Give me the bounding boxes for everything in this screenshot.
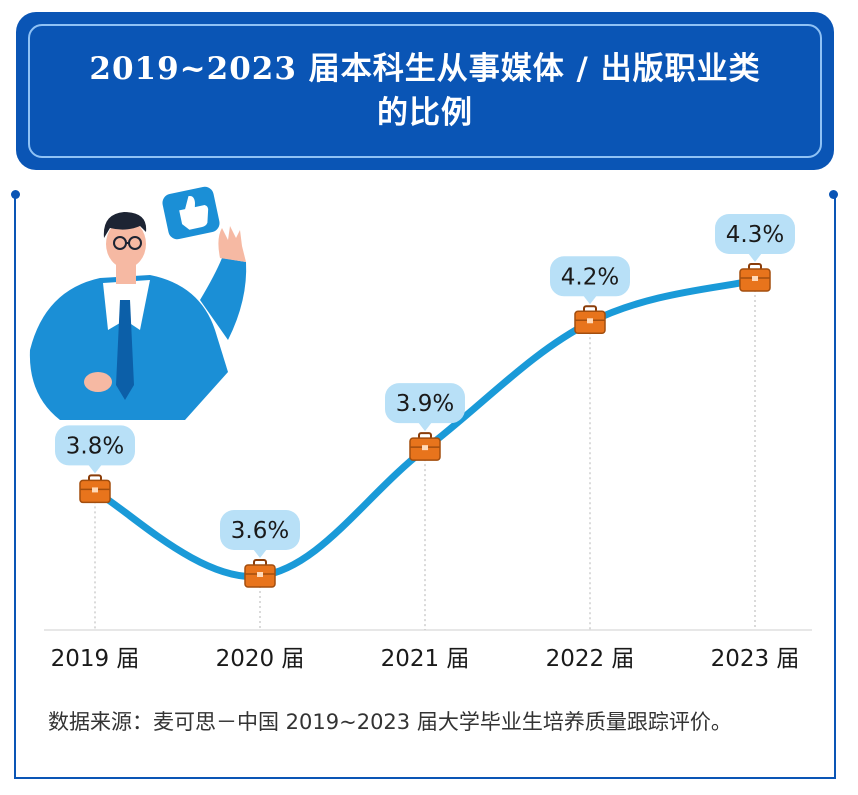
data-label-bubble [55,425,135,466]
data-markers [79,263,771,588]
data-label: 3.8% [66,433,124,459]
data-label: 3.9% [396,391,454,417]
chart-title-line2: 的比例 [377,95,473,131]
briefcase-icon [409,432,441,461]
x-tick-label: 2022 届 [546,646,635,672]
data-label-pointer [418,422,432,432]
data-label-bubble [385,383,465,424]
data-label: 3.6% [231,518,289,544]
thumbs-up-icon [162,186,220,240]
chart-title: 2019~2023 届本科生从事媒体 / 出版职业类 的比例 [75,47,775,135]
title-banner: 2019~2023 届本科生从事媒体 / 出版职业类 的比例 [16,12,834,170]
x-tick-label: 2021 届 [381,646,470,672]
x-tick-label: 2020 届 [216,646,305,672]
briefcase-icon [244,559,276,588]
data-label-bubble [550,256,630,297]
frame-dot-right [829,190,838,199]
briefcase-icon [79,474,111,504]
data-label-bubble [220,510,300,550]
x-tick-label: 2019 届 [51,646,140,672]
source-note: 数据来源：麦可思－中国 2019~2023 届大学毕业生培养质量跟踪评价。 [48,710,732,734]
briefcase-icon [739,263,771,292]
briefcase-icon [574,305,606,335]
data-label-pointer [583,295,597,305]
data-label-pointer [748,253,762,262]
data-label: 4.2% [561,264,619,290]
x-tick-labels: 2019 届 2020 届 2021 届 2022 届 2023 届 [51,646,800,672]
data-label-pointer [88,464,102,474]
person-illustration [29,212,247,420]
drop-lines [94,280,756,630]
frame-dot-left [11,190,20,199]
chart-title-line1: 2019~2023 届本科生从事媒体 / 出版职业类 [89,51,761,87]
title-inner-frame: 2019~2023 届本科生从事媒体 / 出版职业类 的比例 [28,24,822,158]
data-label-pointer [253,549,267,558]
data-label-bubble [715,214,795,254]
x-tick-label: 2023 届 [711,646,800,672]
data-labels: 3.8% 3.6% 3.9% 4.2% 4.3% [55,214,795,558]
chart-frame [14,194,836,779]
data-label: 4.3% [726,222,784,248]
